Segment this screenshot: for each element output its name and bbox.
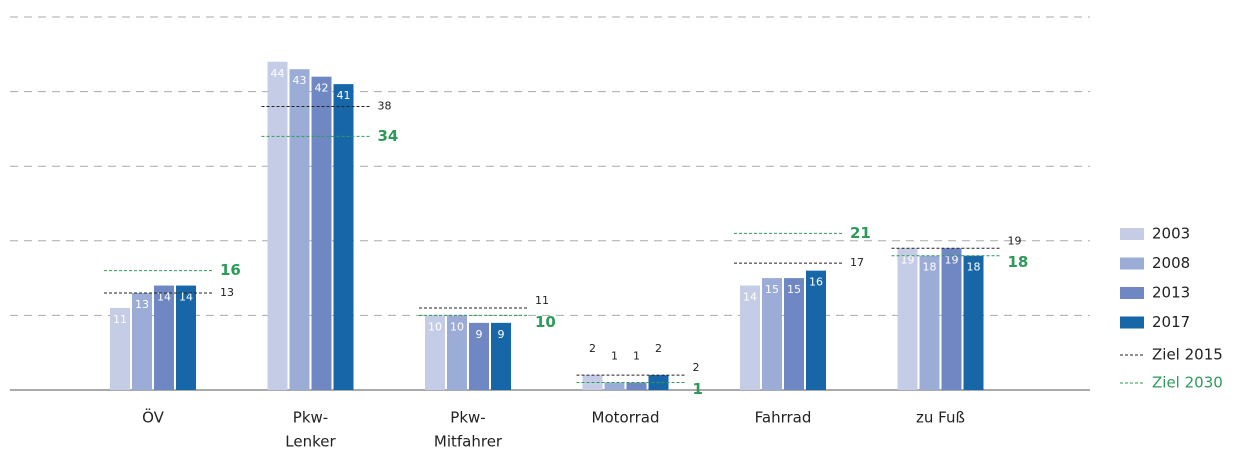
value-label: 15 bbox=[787, 283, 801, 296]
target-label: 16 bbox=[220, 261, 241, 279]
bar bbox=[447, 315, 467, 390]
value-label: 14 bbox=[157, 291, 171, 304]
target-label: 38 bbox=[378, 100, 392, 113]
value-label: 43 bbox=[293, 74, 307, 87]
target-label: 21 bbox=[850, 224, 871, 242]
x-tick-label: Mitfahrer bbox=[434, 433, 503, 451]
value-label: 15 bbox=[765, 283, 779, 296]
legend-label: 2017 bbox=[1152, 313, 1190, 331]
x-tick-label: ÖV bbox=[142, 408, 165, 427]
x-tick-label: Fahrrad bbox=[755, 409, 812, 427]
x-tick-label: Lenker bbox=[285, 433, 336, 451]
value-label: 14 bbox=[179, 291, 193, 304]
target-label: 10 bbox=[535, 313, 556, 331]
value-label: 2 bbox=[589, 342, 596, 355]
target-label: 34 bbox=[378, 127, 399, 145]
value-label: 10 bbox=[450, 320, 464, 333]
legend-label: Ziel 2030 bbox=[1152, 374, 1223, 392]
target-label: 18 bbox=[1008, 253, 1029, 271]
bar bbox=[425, 315, 445, 390]
target-label: 19 bbox=[1008, 234, 1022, 247]
target-label: 11 bbox=[535, 294, 549, 307]
value-label: 13 bbox=[135, 298, 149, 311]
bar bbox=[176, 285, 196, 390]
value-label: 42 bbox=[315, 82, 329, 95]
bar bbox=[963, 255, 984, 390]
bar bbox=[941, 248, 962, 390]
bar bbox=[806, 270, 826, 390]
legend-label: 2003 bbox=[1152, 225, 1190, 243]
value-label: 1 bbox=[633, 350, 640, 363]
x-tick-label: zu Fuß bbox=[916, 409, 965, 427]
bar bbox=[469, 322, 489, 390]
legend-swatch bbox=[1120, 257, 1144, 270]
x-tick-label: Pkw- bbox=[450, 409, 485, 427]
legend-swatch bbox=[1120, 287, 1144, 299]
value-label: 1 bbox=[611, 350, 618, 363]
value-label: 14 bbox=[743, 291, 757, 304]
x-tick-label: Pkw- bbox=[293, 409, 328, 427]
bar bbox=[491, 322, 511, 390]
bar bbox=[897, 248, 918, 390]
x-tick-label: Motorrad bbox=[592, 409, 660, 427]
bar bbox=[626, 382, 647, 390]
value-label: 2 bbox=[655, 342, 662, 355]
value-label: 11 bbox=[113, 313, 127, 326]
legend-swatch bbox=[1120, 228, 1144, 240]
bar bbox=[154, 285, 174, 390]
value-label: 19 bbox=[945, 253, 959, 266]
bar bbox=[919, 255, 940, 390]
target-label: 17 bbox=[850, 256, 864, 269]
bar bbox=[740, 285, 760, 390]
legend-label: 2008 bbox=[1152, 254, 1190, 272]
value-label: 9 bbox=[476, 328, 483, 341]
bar bbox=[289, 69, 310, 390]
value-label: 19 bbox=[901, 253, 915, 266]
bar bbox=[762, 278, 782, 390]
target-label: 13 bbox=[220, 286, 234, 299]
target-label: 1 bbox=[693, 380, 703, 398]
value-label: 18 bbox=[967, 261, 981, 274]
bar bbox=[267, 61, 288, 390]
bar bbox=[311, 76, 332, 391]
value-label: 44 bbox=[271, 67, 285, 80]
bar bbox=[333, 84, 354, 390]
target-label: 2 bbox=[693, 361, 700, 374]
legend-swatch bbox=[1120, 316, 1144, 329]
bar bbox=[784, 278, 804, 390]
bar bbox=[132, 293, 152, 390]
value-label: 9 bbox=[498, 328, 505, 341]
legend-label: 2013 bbox=[1152, 284, 1190, 302]
value-label: 41 bbox=[337, 89, 351, 102]
value-label: 10 bbox=[428, 320, 442, 333]
value-label: 16 bbox=[809, 276, 823, 289]
bar bbox=[604, 382, 625, 390]
bar bbox=[110, 307, 130, 390]
legend-label: Ziel 2015 bbox=[1152, 346, 1223, 364]
value-label: 18 bbox=[923, 261, 937, 274]
